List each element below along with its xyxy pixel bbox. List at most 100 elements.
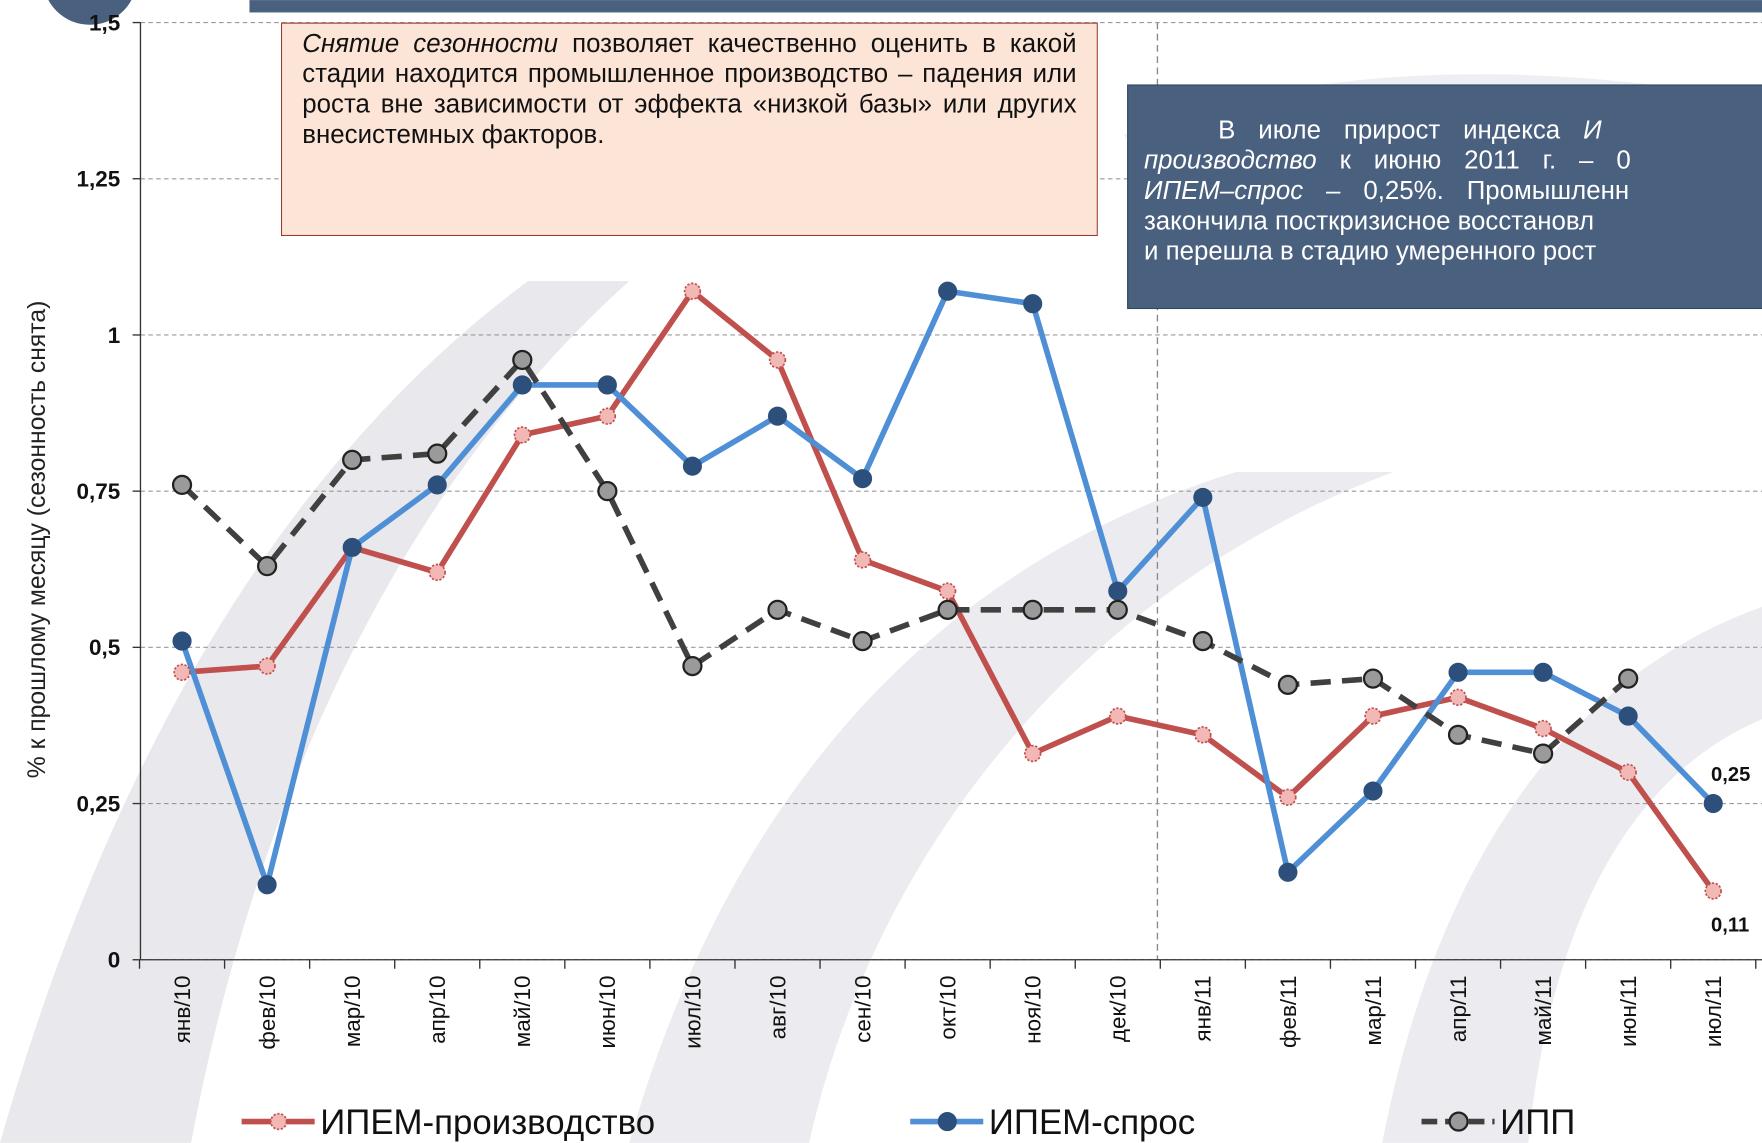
annotation-line: производство к июню 2011 г. – 0 — [1144, 145, 1762, 175]
annotation-run: В июле прирост индекса — [1218, 115, 1583, 144]
x-tick-label: фев/11 — [1276, 975, 1301, 1047]
y-tick-label: 1 — [108, 323, 121, 348]
x-tick-label: янв/11 — [1191, 975, 1216, 1041]
title-bar — [249, 0, 1762, 12]
annotation-run: Снятие сезонности — [302, 28, 558, 57]
marker — [854, 632, 872, 650]
marker — [939, 282, 957, 300]
marker — [1449, 663, 1467, 681]
marker — [1619, 670, 1637, 688]
y-tick-label: 1,5 — [89, 10, 120, 35]
marker — [769, 407, 787, 425]
x-tick-label: июл/11 — [1701, 975, 1726, 1047]
marker — [770, 352, 786, 368]
marker — [683, 657, 701, 675]
annotation-line: закончила посткризисное восстановл — [1144, 206, 1762, 236]
marker — [940, 583, 956, 599]
x-tick-label: апр/10 — [425, 975, 450, 1043]
marker — [683, 457, 701, 475]
marker — [1109, 601, 1127, 619]
marker — [428, 445, 446, 463]
x-tick-label: май/11 — [1531, 975, 1556, 1045]
legend-marker — [938, 1113, 956, 1131]
y-tick-label: 0,5 — [89, 635, 120, 660]
y-tick-label: 1,25 — [77, 167, 121, 192]
x-tick-label: апр/11 — [1446, 975, 1471, 1042]
legend-label: ИПП — [1500, 1103, 1575, 1142]
x-tick-label: июл/10 — [680, 975, 705, 1048]
chart: 00,250,50,7511,251,5янв/10фев/10мар/10ап… — [0, 0, 1762, 1143]
x-tick-label: окт/10 — [936, 975, 961, 1039]
x-tick-label: фев/10 — [255, 975, 280, 1049]
marker — [854, 470, 872, 488]
annotation-run: ИПЕМ–спрос — [1144, 175, 1303, 204]
marker — [1194, 632, 1212, 650]
marker — [1449, 726, 1467, 744]
x-tick-label: дек/10 — [1106, 975, 1131, 1042]
y-tick-label: 0,25 — [77, 791, 121, 816]
marker — [1024, 295, 1042, 313]
annotation-run: к июню 2011 г. – 0 — [1317, 145, 1631, 174]
marker — [1195, 727, 1211, 743]
marker — [258, 876, 276, 894]
marker — [769, 601, 787, 619]
y-axis-title: % к прошлому месяцу (сезонность снята) — [24, 301, 51, 779]
marker — [1365, 708, 1381, 724]
marker — [939, 601, 957, 619]
annotation-run: – 0,25%. Промышленн — [1303, 175, 1629, 204]
marker — [513, 351, 531, 369]
x-tick-label: ноя/10 — [1021, 975, 1046, 1043]
marker — [1280, 789, 1296, 805]
x-tick-label: июн/10 — [595, 975, 620, 1048]
annotation-line: В июле прирост индекса И — [1144, 115, 1762, 145]
marker — [598, 482, 616, 500]
marker — [1705, 883, 1721, 899]
marker — [514, 427, 530, 443]
marker — [428, 476, 446, 494]
marker — [343, 451, 361, 469]
y-tick-label: 0 — [108, 948, 121, 973]
x-tick-label: июн/11 — [1616, 975, 1641, 1046]
annotation-run: производство — [1144, 145, 1317, 174]
marker — [1025, 746, 1041, 762]
marker — [600, 408, 616, 424]
marker — [1534, 745, 1552, 763]
annotation-box: Снятие сезонности позволяет качественно … — [281, 23, 1098, 237]
page: 00,250,50,7511,251,5янв/10фев/10мар/10ап… — [0, 0, 1762, 1143]
marker — [1534, 663, 1552, 681]
annotation-run: И — [1583, 115, 1601, 144]
marker — [1364, 782, 1382, 800]
marker — [429, 565, 445, 581]
marker — [855, 552, 871, 568]
marker — [1110, 708, 1126, 724]
marker — [1619, 707, 1637, 725]
x-tick-label: сен/10 — [850, 975, 875, 1042]
annotation-run: и перешла в стадию умеренного рост — [1144, 236, 1596, 265]
marker — [1535, 721, 1551, 737]
marker — [1024, 601, 1042, 619]
marker — [343, 538, 361, 556]
x-tick-label: авг/10 — [765, 975, 790, 1039]
marker — [685, 283, 701, 299]
legend-label: ИПЕМ-производство — [320, 1103, 655, 1142]
marker — [1364, 670, 1382, 688]
legend-label: ИПЕМ-спрос — [989, 1103, 1195, 1142]
marker — [1279, 863, 1297, 881]
marker — [258, 557, 276, 575]
marker — [173, 476, 191, 494]
marker — [1704, 795, 1722, 813]
marker — [513, 376, 531, 394]
marker — [174, 664, 190, 680]
marker — [1194, 488, 1212, 506]
x-tick-label: янв/10 — [170, 975, 195, 1043]
marker — [1620, 764, 1636, 780]
annotation-line: и перешла в стадию умеренного рост — [1144, 236, 1762, 266]
marker — [1109, 582, 1127, 600]
marker — [1279, 676, 1297, 694]
legend-marker — [271, 1114, 287, 1130]
annotation-run: закончила посткризисное восстановл — [1144, 206, 1594, 235]
data-label: 0,11 — [1711, 914, 1749, 936]
x-tick-label: мар/10 — [340, 975, 365, 1047]
annotation-text: Снятие сезонности позволяет качественно … — [281, 23, 1098, 237]
